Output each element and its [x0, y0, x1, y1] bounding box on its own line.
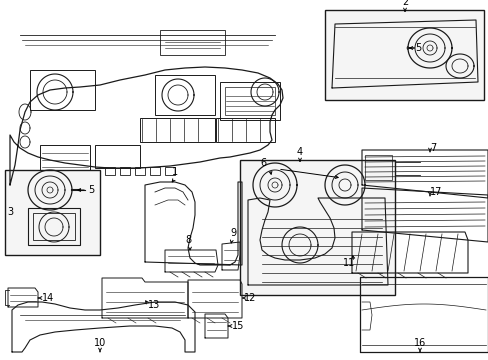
Text: 14: 14: [42, 293, 54, 303]
Bar: [135, 167, 145, 175]
Bar: [160, 30, 224, 55]
Bar: [150, 167, 160, 175]
Text: 5: 5: [414, 43, 420, 53]
Text: 6: 6: [260, 158, 265, 168]
Text: 13: 13: [148, 300, 160, 310]
Text: 2: 2: [401, 0, 407, 7]
Text: 8: 8: [184, 235, 191, 245]
Text: 1: 1: [172, 167, 178, 177]
Text: 5: 5: [88, 185, 94, 195]
Text: 4: 4: [296, 147, 303, 157]
Bar: [105, 167, 115, 175]
Bar: [120, 167, 130, 175]
Bar: [40, 145, 90, 170]
Text: 7: 7: [429, 143, 435, 153]
Text: 16: 16: [413, 338, 425, 348]
Text: 12: 12: [244, 293, 256, 303]
Bar: [155, 75, 215, 115]
Text: 17: 17: [429, 187, 442, 197]
Bar: [28, 208, 80, 245]
Bar: [325, 10, 483, 100]
Text: 10: 10: [94, 338, 106, 348]
Bar: [140, 118, 215, 142]
Text: 3: 3: [7, 207, 13, 217]
Bar: [220, 82, 280, 120]
Bar: [216, 118, 274, 142]
Bar: [95, 145, 140, 168]
Bar: [5, 170, 100, 255]
Bar: [224, 87, 274, 115]
Text: 11: 11: [342, 258, 354, 268]
Bar: [30, 70, 95, 110]
Bar: [364, 155, 391, 180]
Bar: [164, 167, 175, 175]
Text: 9: 9: [229, 228, 236, 238]
Bar: [240, 160, 394, 295]
Bar: [33, 213, 75, 240]
Text: 15: 15: [231, 321, 244, 331]
